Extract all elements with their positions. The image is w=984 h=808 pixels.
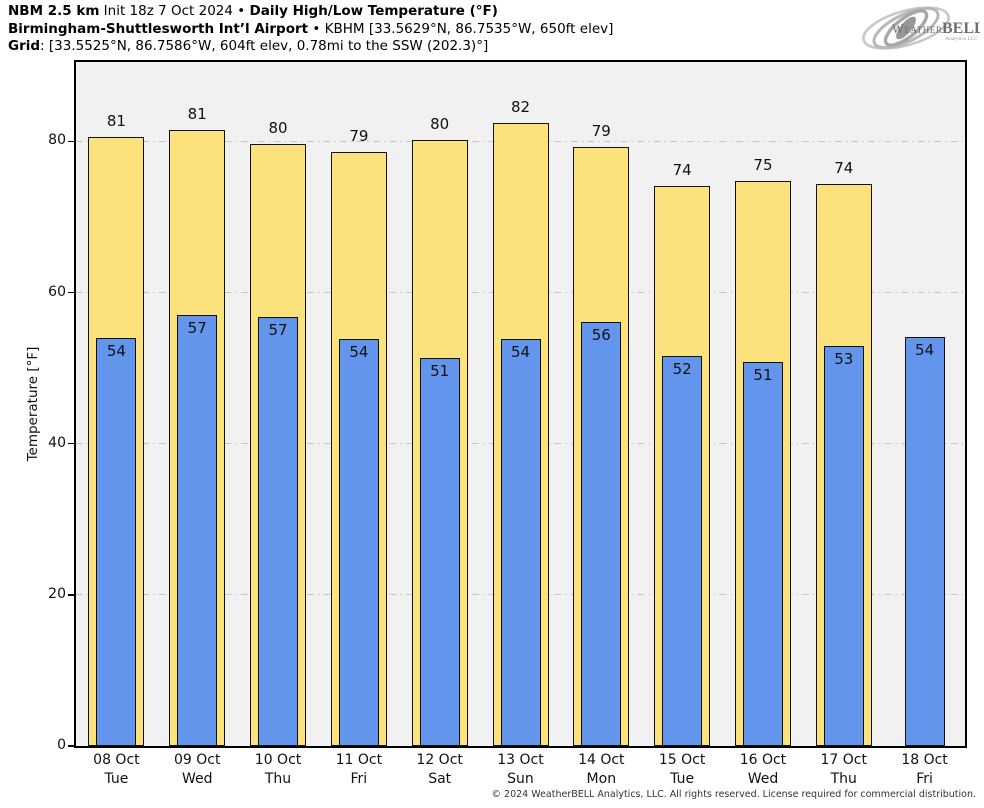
header-line-model: NBM 2.5 km Init 18z 7 Oct 2024 • Daily H… (8, 3, 613, 21)
logo-subtext: Analytics LLC (945, 36, 978, 42)
high-value-label: 82 (510, 98, 531, 117)
x-tick-day: Fri (350, 771, 368, 787)
low-value-label: 51 (753, 366, 773, 385)
header-line-grid: Grid: [33.5525°N, 86.7586°W, 604ft elev,… (8, 38, 613, 56)
low-bar (581, 322, 622, 746)
y-tick-label: 40 (48, 434, 66, 451)
low-bar (662, 356, 703, 746)
plot-area: 81 54 81 57 80 57 79 54 80 51 82 54 79 56 74 52 75 51 74 53… (74, 60, 967, 748)
high-value-label: 79 (591, 122, 611, 141)
grid-label: Grid (8, 38, 41, 54)
low-bar (338, 339, 379, 746)
x-tick-label: 11 Oct Fri (311, 751, 407, 789)
product-title: Daily High/Low Temperature (°F) (249, 3, 498, 19)
y-tick-mark (68, 291, 76, 294)
weatherbell-logo: Weather BELL Analytics LLC (862, 6, 980, 50)
x-tick-date: 17 Oct (820, 752, 867, 768)
y-tick-label: 0 (57, 737, 66, 753)
y-tick-label: 80 (48, 132, 66, 149)
station-details: • KBHM [33.5629°N, 86.7535°W, 650ft elev… (308, 20, 614, 37)
logo-text-bell: BELL (942, 20, 980, 37)
x-tick-day: Wed (181, 771, 213, 787)
x-tick-label: 17 Oct Thu (796, 751, 892, 789)
high-value-label: 81 (106, 111, 126, 130)
copyright-text: © 2024 WeatherBELL Analytics, LLC. All r… (491, 789, 976, 800)
station-name: Birmingham-Shuttlesworth Int’l Airport (8, 20, 309, 37)
low-bar (904, 337, 945, 746)
y-tick-mark (68, 442, 76, 445)
x-tick-date: 12 Oct (416, 752, 463, 768)
y-tick-mark (68, 745, 76, 747)
grid-details: : [33.5525°N, 86.7586°W, 604ft elev, 0.7… (40, 38, 489, 54)
low-bar (258, 316, 299, 746)
x-tick-day: Wed (747, 771, 779, 787)
x-tick-day: Thu (264, 771, 292, 787)
x-tick-date: 16 Oct (739, 752, 787, 768)
y-tick-mark (68, 140, 76, 143)
x-tick-label: 15 Oct Tue (634, 751, 730, 789)
low-bar (96, 337, 137, 746)
low-value-label: 54 (510, 343, 531, 362)
logo-text-weather: Weather (892, 22, 943, 36)
low-value-label: 52 (672, 360, 692, 378)
x-tick-date: 14 Oct (578, 752, 625, 768)
x-tick-label: 14 Oct Mon (553, 751, 649, 789)
high-value-label: 74 (834, 159, 854, 178)
low-bar (823, 346, 864, 746)
low-value-label: 54 (106, 341, 126, 360)
model-name: NBM 2.5 km (8, 3, 100, 19)
high-value-label: 81 (187, 105, 207, 124)
y-tick-label: 60 (48, 283, 66, 300)
x-tick-label: 16 Oct Wed (715, 751, 811, 789)
model-init-time: Init 18z 7 Oct 2024 • (99, 3, 250, 19)
x-tick-day: Sun (507, 771, 534, 787)
x-tick-day: Fri (916, 771, 933, 787)
x-tick-day: Tue (104, 771, 129, 787)
x-tick-day: Sat (428, 771, 452, 787)
x-tick-label: 12 Oct Sat (392, 751, 488, 789)
high-value-label: 75 (753, 155, 773, 174)
x-tick-date: 11 Oct (335, 752, 383, 768)
y-tick-label: 20 (48, 585, 66, 602)
low-bar (177, 315, 218, 746)
x-tick-date: 09 Oct (173, 752, 221, 768)
low-value-label: 51 (430, 361, 450, 380)
x-tick-label: 18 Oct Fri (877, 751, 973, 789)
x-tick-label: 13 Oct Sun (473, 751, 569, 789)
x-tick-day: Tue (670, 771, 695, 787)
x-tick-label: 09 Oct Wed (149, 751, 245, 789)
low-value-label: 54 (915, 341, 935, 360)
high-value-label: 80 (430, 114, 450, 133)
x-tick-date: 08 Oct (93, 752, 140, 768)
x-tick-day: Mon (586, 771, 617, 787)
chart-header: NBM 2.5 km Init 18z 7 Oct 2024 • Daily H… (8, 3, 613, 56)
high-value-label: 74 (672, 160, 692, 179)
low-value-label: 53 (834, 350, 854, 369)
low-value-label: 57 (187, 319, 207, 338)
low-bar (419, 357, 460, 746)
x-tick-date: 10 Oct (254, 752, 302, 768)
low-bar (500, 339, 541, 746)
low-value-label: 57 (268, 320, 288, 339)
x-tick-date: 13 Oct (497, 752, 544, 768)
header-line-station: Birmingham-Shuttlesworth Int’l Airport •… (8, 21, 613, 39)
x-tick-date: 15 Oct (658, 752, 706, 768)
x-tick-label: 08 Oct Tue (68, 751, 164, 789)
hurricane-swirl-icon (862, 6, 950, 50)
low-value-label: 54 (349, 343, 369, 362)
low-value-label: 56 (591, 325, 611, 344)
x-tick-label: 10 Oct Thu (230, 751, 326, 789)
x-tick-day: Thu (830, 771, 857, 787)
high-value-label: 80 (268, 119, 288, 138)
y-tick-mark (68, 594, 76, 596)
x-tick-date: 18 Oct (901, 752, 948, 768)
low-bar (742, 362, 783, 746)
high-value-label: 79 (349, 126, 369, 145)
